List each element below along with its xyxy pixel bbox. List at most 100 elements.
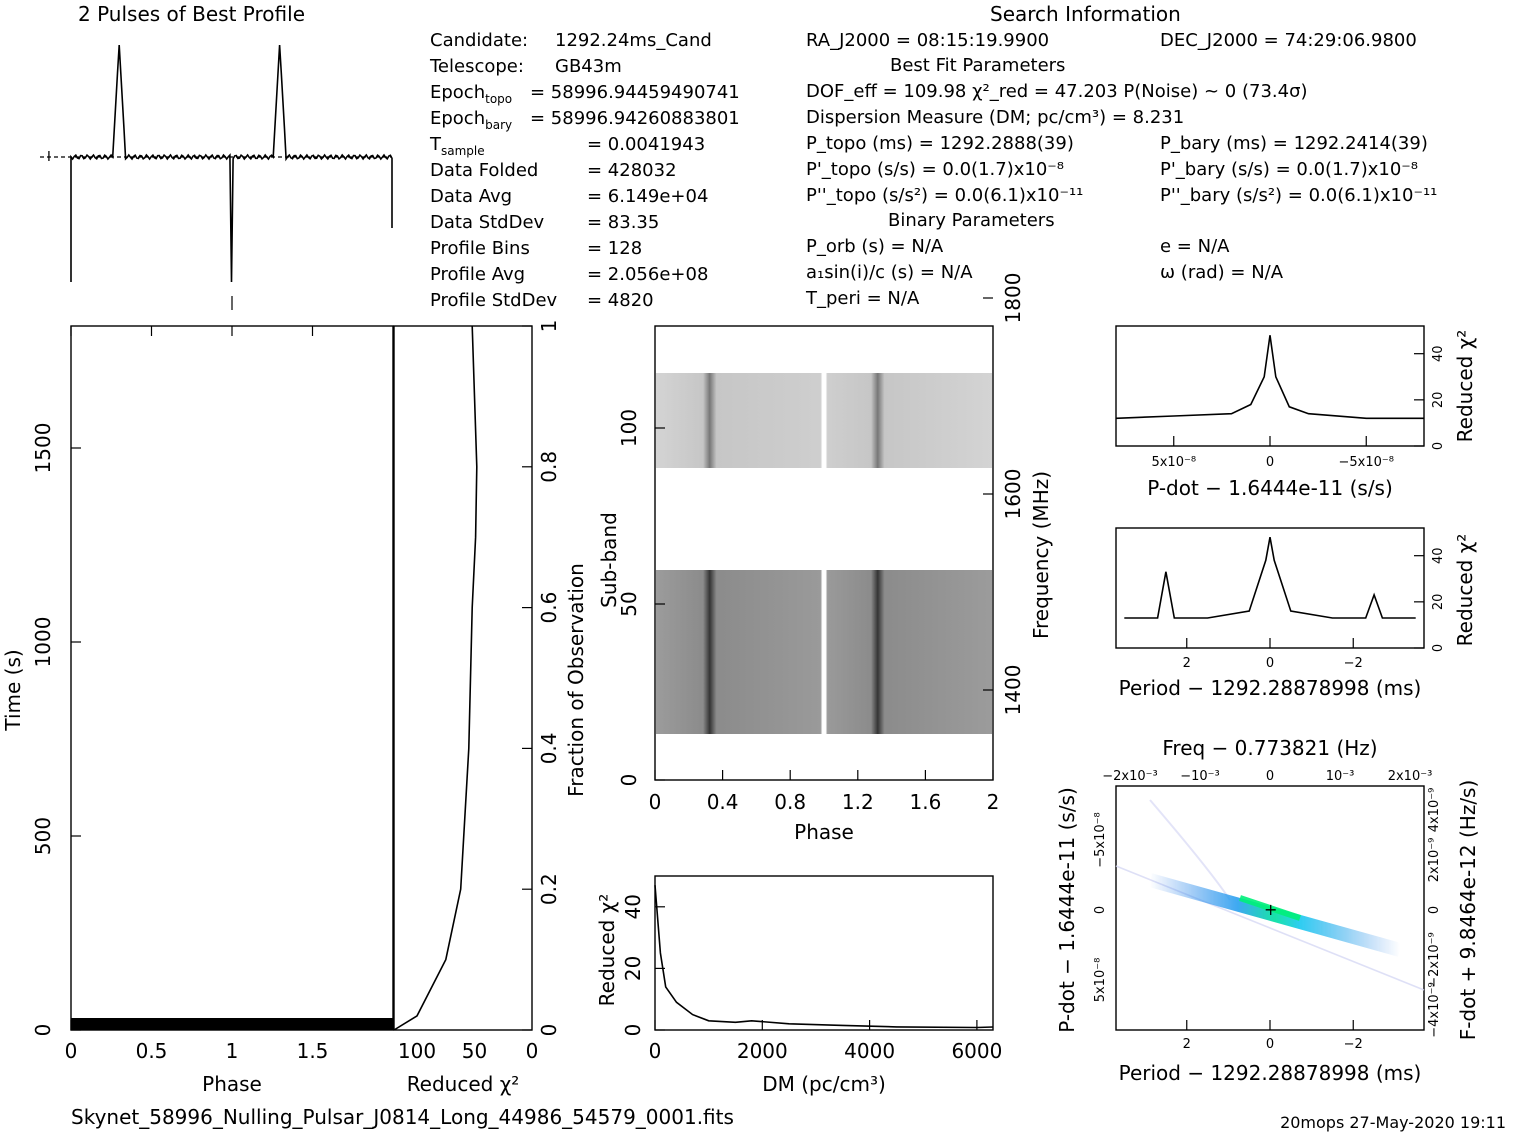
pdot-tick-label: 0 [1266, 455, 1274, 470]
dm-axis-label: DM (pc/cm³) [762, 1072, 886, 1096]
phase2-tick-label: 1.2 [842, 790, 874, 814]
frequency-axis-label: Frequency (MHz) [1029, 471, 1053, 639]
pdchi-tick-label: 40 [1431, 345, 1446, 362]
svg-text:I: I [47, 150, 51, 165]
period-tick-label: −2 [1344, 656, 1363, 671]
fraction-axis-label: Fraction of Observation [564, 563, 588, 797]
redchi-tick-label: 100 [398, 1039, 436, 1063]
pdchi-tick-label: 20 [1431, 392, 1446, 409]
dm-tick-label: 0 [649, 1039, 662, 1063]
info-value: GB43m [555, 56, 622, 77]
info-value: = 128 [587, 238, 642, 259]
info-label: Data Folded [430, 160, 538, 181]
fit-info: RA_J2000 = 08:15:19.9900 DOF_eff = 109.98… [805, 30, 1308, 309]
period2-tick-label: 2 [1183, 1037, 1191, 1052]
info-label: Profile Avg [430, 264, 525, 285]
info-label: Epochbary [430, 108, 512, 132]
info-label: Candidate: [430, 30, 528, 51]
bary-param: e = N/A [1160, 236, 1230, 257]
profile-title: 2 Pulses of Best Profile [78, 2, 305, 26]
redchi-tick-label: 0 [526, 1039, 539, 1063]
fdot-tick-label: 4x10⁻⁹ [1427, 788, 1442, 833]
period-curve [1124, 537, 1416, 619]
phase2-tick-label: 1.6 [909, 790, 941, 814]
phase2-tick-label: 0.4 [707, 790, 739, 814]
dmchi-tick-label: 20 [621, 956, 645, 981]
candidate-info: Candidate: 1292.24ms_Cand Telescope: GB43m E… [429, 30, 740, 311]
svg-text:+: + [1264, 900, 1277, 919]
info-value: = 0.0041943 [587, 134, 705, 155]
fit-param: T_peri = N/A [805, 288, 920, 309]
dmchi-tick-label: 0 [621, 1024, 645, 1037]
phase-tick-label: 0 [65, 1039, 78, 1063]
subband-tick-label: 50 [617, 591, 641, 616]
period-tick-label: 0 [1266, 656, 1274, 671]
period-tick-label: 2 [1183, 656, 1191, 671]
fit-param: P_orb (s) = N/A [806, 236, 944, 257]
bary-param: ω (rad) = N/A [1160, 262, 1284, 283]
fdot-tick-label: −4x10⁻⁹ [1427, 982, 1442, 1037]
frac-tick-label: 0 [537, 1024, 561, 1037]
dmchi-tick-label: 40 [621, 894, 645, 919]
phase-tick-label: 1.5 [297, 1039, 329, 1063]
subband-tick-label: 100 [617, 409, 641, 447]
frac-tick-label: 0.4 [537, 732, 561, 764]
dm-curve [654, 885, 994, 1029]
period2-axis-label: Period − 1292.28878998 (ms) [1119, 1061, 1422, 1085]
time-tick-label: 1000 [31, 617, 55, 668]
bary-param: DEC_J2000 = 74:29:06.9800 [1160, 30, 1417, 51]
dm-tick-label: 6000 [951, 1039, 1002, 1063]
pdot-curve [1115, 335, 1424, 420]
freq-top-tick-label: −2x10⁻³ [1102, 769, 1157, 784]
info-value: = 4820 [587, 290, 654, 311]
time-tick-label: 500 [31, 817, 55, 855]
filename: Skynet_58996_Nulling_Pulsar_J0814_Long_4… [71, 1105, 734, 1129]
frac-tick-label: 0.8 [537, 451, 561, 483]
profile-curve [70, 44, 393, 283]
time-tick-label: 0 [31, 1024, 55, 1037]
phase-axis-label: Phase [202, 1072, 262, 1096]
redchi-tick-label: 50 [462, 1039, 487, 1063]
frac-tick-label: 1 [537, 320, 561, 333]
fdot-tick-label: 2x10⁻⁹ [1427, 838, 1442, 883]
best-fit-title: Best Fit Parameters [890, 55, 1065, 76]
fit-param: P''_topo (s/s²) = 0.0(6.1)x10⁻¹¹ [806, 185, 1083, 206]
fdot-tick-label: 0 [1427, 906, 1442, 914]
phase-tick-label: 0.5 [136, 1039, 168, 1063]
redchi-time-plot: 100 50 0 0 0.2 0.4 0.6 0.8 1 Reduced χ² Fraction… [393, 320, 588, 1096]
freq-top-axis-label: Freq − 0.773821 (Hz) [1162, 736, 1377, 760]
fit-param: Dispersion Measure (DM; pc/cm³) = 8.231 [806, 107, 1184, 128]
period2-tick-label: −2 [1344, 1037, 1363, 1052]
fit-param: RA_J2000 = 08:15:19.9900 [806, 30, 1049, 51]
bary-param: P''_bary (s/s²) = 0.0(6.1)x10⁻¹¹ [1160, 185, 1437, 206]
info-value: = 6.149e+04 [587, 186, 708, 207]
fdot-axis-label: F-dot + 9.8464e-12 (Hz/s) [1456, 780, 1480, 1041]
freq-tick-label: 1800 [1001, 273, 1025, 324]
freq-top-tick-label: −10⁻³ [1180, 769, 1220, 784]
freq-tick-label: 1400 [1001, 665, 1025, 716]
info-value: = 58996.94260883801 [530, 108, 740, 129]
time-axis-label: Time (s) [1, 649, 25, 731]
subband-tick-label: 0 [617, 774, 641, 787]
phase2-tick-label: 0.8 [774, 790, 806, 814]
freq-top-tick-label: 2x10⁻³ [1388, 769, 1433, 784]
pdot-axis-label: P-dot − 1.6444e-11 (s/s) [1147, 476, 1393, 500]
pdot-curve-plot: 5x10⁻⁸ 0 −5x10⁻⁸ 0 20 40 Reduced χ² P-dot − 1… [1115, 325, 1477, 500]
fit-param: DOF_eff = 109.98 χ²_red = 47.203 P(Noise… [806, 81, 1308, 102]
subband-axis-label: Sub-band [597, 512, 621, 608]
period-axis-label: Period − 1292.28878998 (ms) [1119, 676, 1422, 700]
phase2-tick-label: 0 [649, 790, 662, 814]
period2-tick-label: 0 [1266, 1037, 1274, 1052]
subband-phase-plot: 0 50 100 1400 1600 1800 0 0.4 0.8 1.2 1.6 2 Sub-ban… [597, 273, 1053, 844]
info-label: Telescope: [429, 56, 524, 77]
period-chi-axis-label: Reduced χ² [1453, 534, 1477, 647]
bary-param: P'_bary (s/s) = 0.0(1.7)x10⁻⁸ [1160, 159, 1418, 180]
search-title: Search Information [990, 2, 1181, 26]
pdot-tick-label: 5x10⁻⁸ [1151, 455, 1196, 470]
info-value: = 58996.94459490741 [530, 82, 740, 103]
fdot-tick-label: −2x10⁻⁹ [1427, 932, 1442, 987]
freq-top-tick-label: 0 [1266, 769, 1274, 784]
info-label: Data Avg [430, 186, 512, 207]
